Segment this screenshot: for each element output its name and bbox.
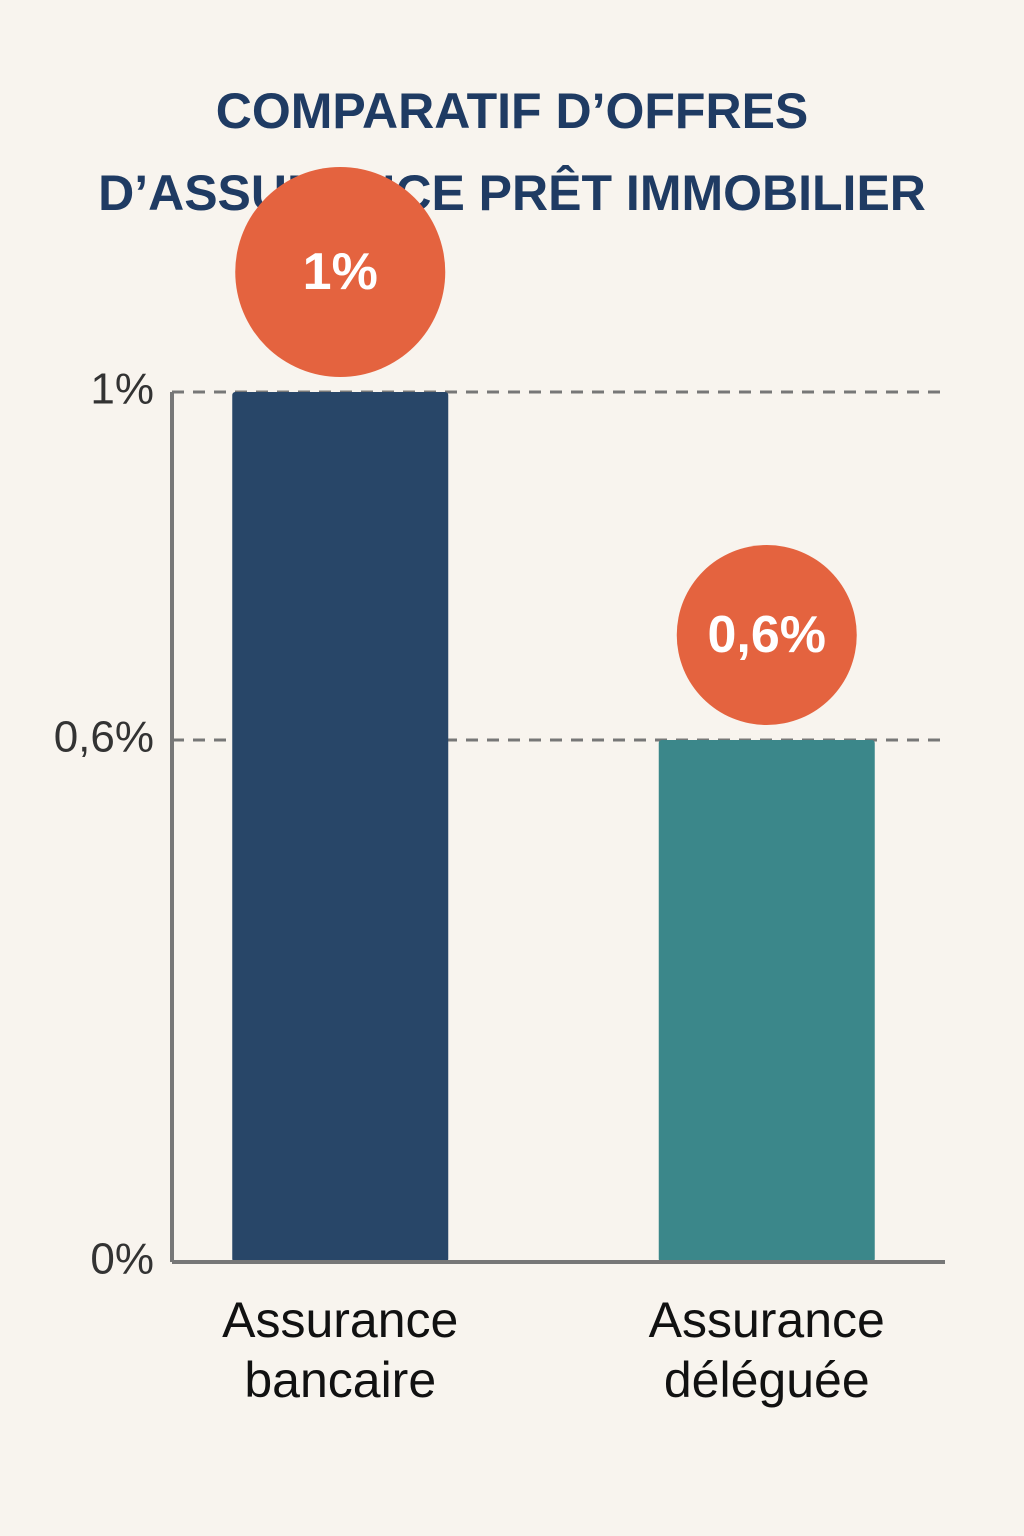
chart-title: COMPARATIF D’OFFRES D’ASSURANCE PRÊT IMM… xyxy=(98,83,926,221)
value-badge xyxy=(235,167,446,377)
bar xyxy=(232,392,449,1262)
bar xyxy=(658,740,875,1262)
x-tick-label: Assurance bancaire xyxy=(222,1292,459,1408)
value-label: 0,6% xyxy=(707,606,826,664)
value-badge xyxy=(676,545,857,725)
y-tick-label: 0% xyxy=(90,1235,154,1284)
x-tick-label: Assurance déléguée xyxy=(648,1292,885,1408)
value-label: 1% xyxy=(303,243,378,301)
y-tick-label: 0,6% xyxy=(54,713,154,762)
y-tick-label: 1% xyxy=(90,365,154,414)
